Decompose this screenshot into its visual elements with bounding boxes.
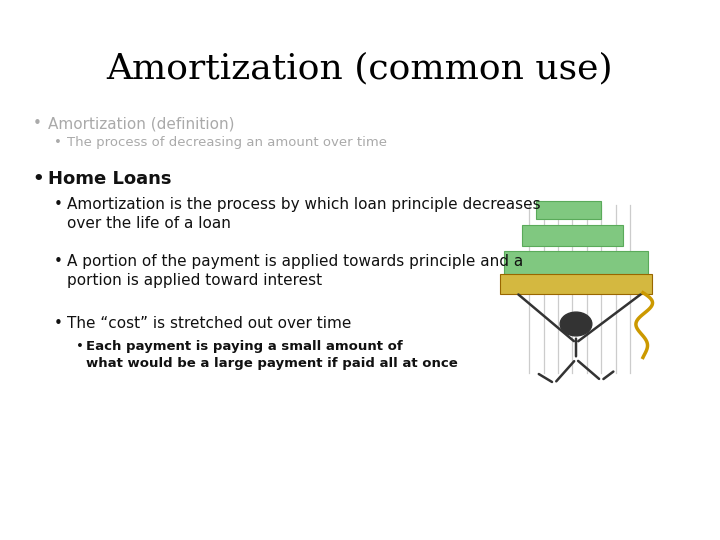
Text: •: • [54, 316, 63, 331]
FancyBboxPatch shape [536, 201, 601, 219]
FancyBboxPatch shape [500, 274, 652, 294]
Text: Home Loans: Home Loans [48, 170, 172, 188]
Circle shape [560, 312, 592, 336]
Text: Amortization (common use): Amortization (common use) [107, 51, 613, 85]
FancyBboxPatch shape [522, 225, 623, 246]
Text: The process of decreasing an amount over time: The process of decreasing an amount over… [67, 136, 387, 149]
Text: •: • [32, 170, 44, 188]
Text: Each payment is paying a small amount of: Each payment is paying a small amount of [86, 340, 403, 353]
FancyBboxPatch shape [504, 251, 648, 275]
Text: •: • [54, 136, 62, 149]
Text: •: • [54, 197, 63, 212]
Text: over the life of a loan: over the life of a loan [67, 216, 231, 231]
Text: •: • [54, 254, 63, 269]
Text: A portion of the payment is applied towards principle and a: A portion of the payment is applied towa… [67, 254, 523, 269]
Text: •: • [76, 340, 84, 353]
Text: Amortization (definition): Amortization (definition) [48, 116, 235, 131]
Text: Amortization is the process by which loan principle decreases: Amortization is the process by which loa… [67, 197, 541, 212]
Text: The “cost” is stretched out over time: The “cost” is stretched out over time [67, 316, 351, 331]
Text: what would be a large payment if paid all at once: what would be a large payment if paid al… [86, 357, 458, 370]
Text: •: • [32, 116, 41, 131]
Text: portion is applied toward interest: portion is applied toward interest [67, 273, 322, 288]
